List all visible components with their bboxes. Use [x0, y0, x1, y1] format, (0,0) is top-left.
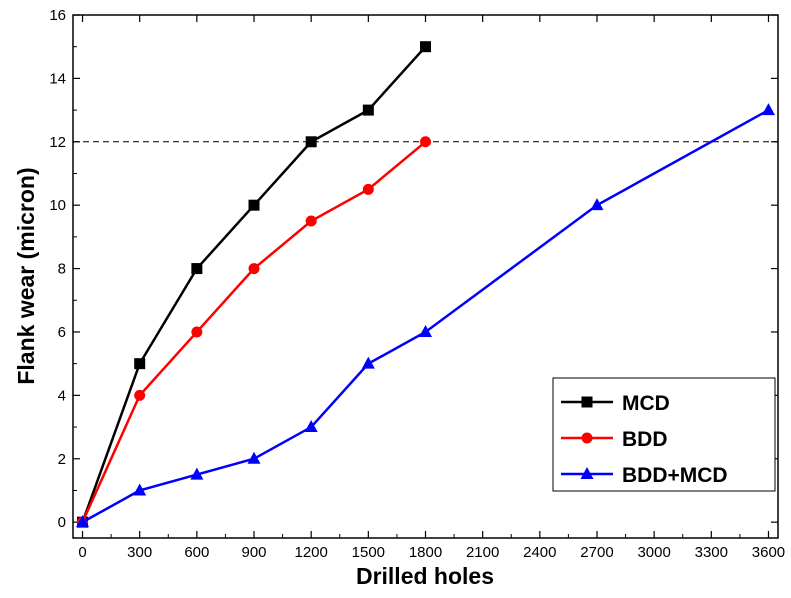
- data-point-bdd-mcd: [190, 467, 204, 480]
- x-tick-label: 600: [184, 544, 209, 561]
- data-point-bdd-mcd: [247, 451, 261, 464]
- data-point-bdd-mcd: [304, 420, 318, 433]
- data-point-bdd-mcd: [361, 356, 375, 369]
- data-point-mcd: [362, 104, 374, 116]
- data-point-mcd: [305, 136, 317, 148]
- data-point-bdd: [248, 263, 260, 275]
- data-point-bdd: [191, 326, 203, 338]
- x-tick-label: 3600: [752, 544, 785, 561]
- y-axis: 0 2 4 6 8 10 12 14 16: [49, 7, 778, 531]
- data-point-bdd-mcd: [590, 198, 604, 211]
- data-point-mcd: [134, 358, 146, 370]
- y-tick-label: 2: [58, 451, 66, 468]
- legend: MCD BDD BDD+MCD: [552, 377, 776, 492]
- y-tick-label: 8: [58, 261, 66, 278]
- legend-label-bdd: BDD: [622, 428, 668, 451]
- series-line-mcd: [81, 45, 427, 523]
- data-point-mcd: [420, 41, 431, 53]
- y-tick-label: 16: [49, 7, 66, 24]
- x-tick-label: 900: [241, 544, 266, 561]
- y-tick-label: 0: [58, 514, 66, 531]
- x-axis: 0 300 600 900 1200 1500 1800 2100 2400 2700 3000 33…: [78, 15, 785, 561]
- data-point-mcd: [191, 263, 203, 275]
- series-line-bdd: [81, 140, 427, 523]
- x-axis-title: Drilled holes: [356, 563, 494, 589]
- data-point-bdd-mcd: [76, 515, 90, 528]
- data-point-bdd-mcd: [761, 103, 775, 116]
- y-tick-label: 10: [49, 197, 66, 214]
- y-tick-label: 6: [58, 324, 66, 341]
- data-point-mcd: [248, 199, 260, 211]
- x-tick-label: 1800: [409, 544, 442, 561]
- x-tick-label: 3000: [637, 544, 670, 561]
- x-tick-label: 2400: [523, 544, 556, 561]
- y-axis-title: Flank wear (micron): [13, 167, 39, 384]
- data-point-bdd-mcd: [419, 324, 432, 337]
- data-point-bdd: [362, 183, 374, 195]
- legend-marker-mcd: [581, 396, 593, 408]
- data-point-bdd: [420, 136, 431, 148]
- data-point-bdd: [134, 389, 146, 401]
- legend-label-bdd-mcd: BDD+MCD: [622, 464, 728, 487]
- x-tick-label: 2100: [466, 544, 499, 561]
- y-tick-label: 14: [49, 70, 66, 87]
- x-tick-label: 1200: [294, 544, 327, 561]
- x-tick-label: 3300: [695, 544, 728, 561]
- data-point-bdd-mcd: [133, 483, 147, 496]
- legend-marker-bdd-mcd: [580, 467, 594, 479]
- series-layer: [76, 41, 775, 528]
- x-tick-label: 2700: [580, 544, 613, 561]
- data-point-bdd: [305, 215, 317, 227]
- x-tick-label: 300: [127, 544, 152, 561]
- legend-marker-bdd: [581, 432, 593, 444]
- y-tick-label: 4: [58, 387, 66, 404]
- legend-label-mcd: MCD: [622, 392, 670, 415]
- y-tick-label: 12: [49, 134, 66, 151]
- x-tick-label: 0: [78, 544, 86, 561]
- x-tick-label: 1500: [352, 544, 385, 561]
